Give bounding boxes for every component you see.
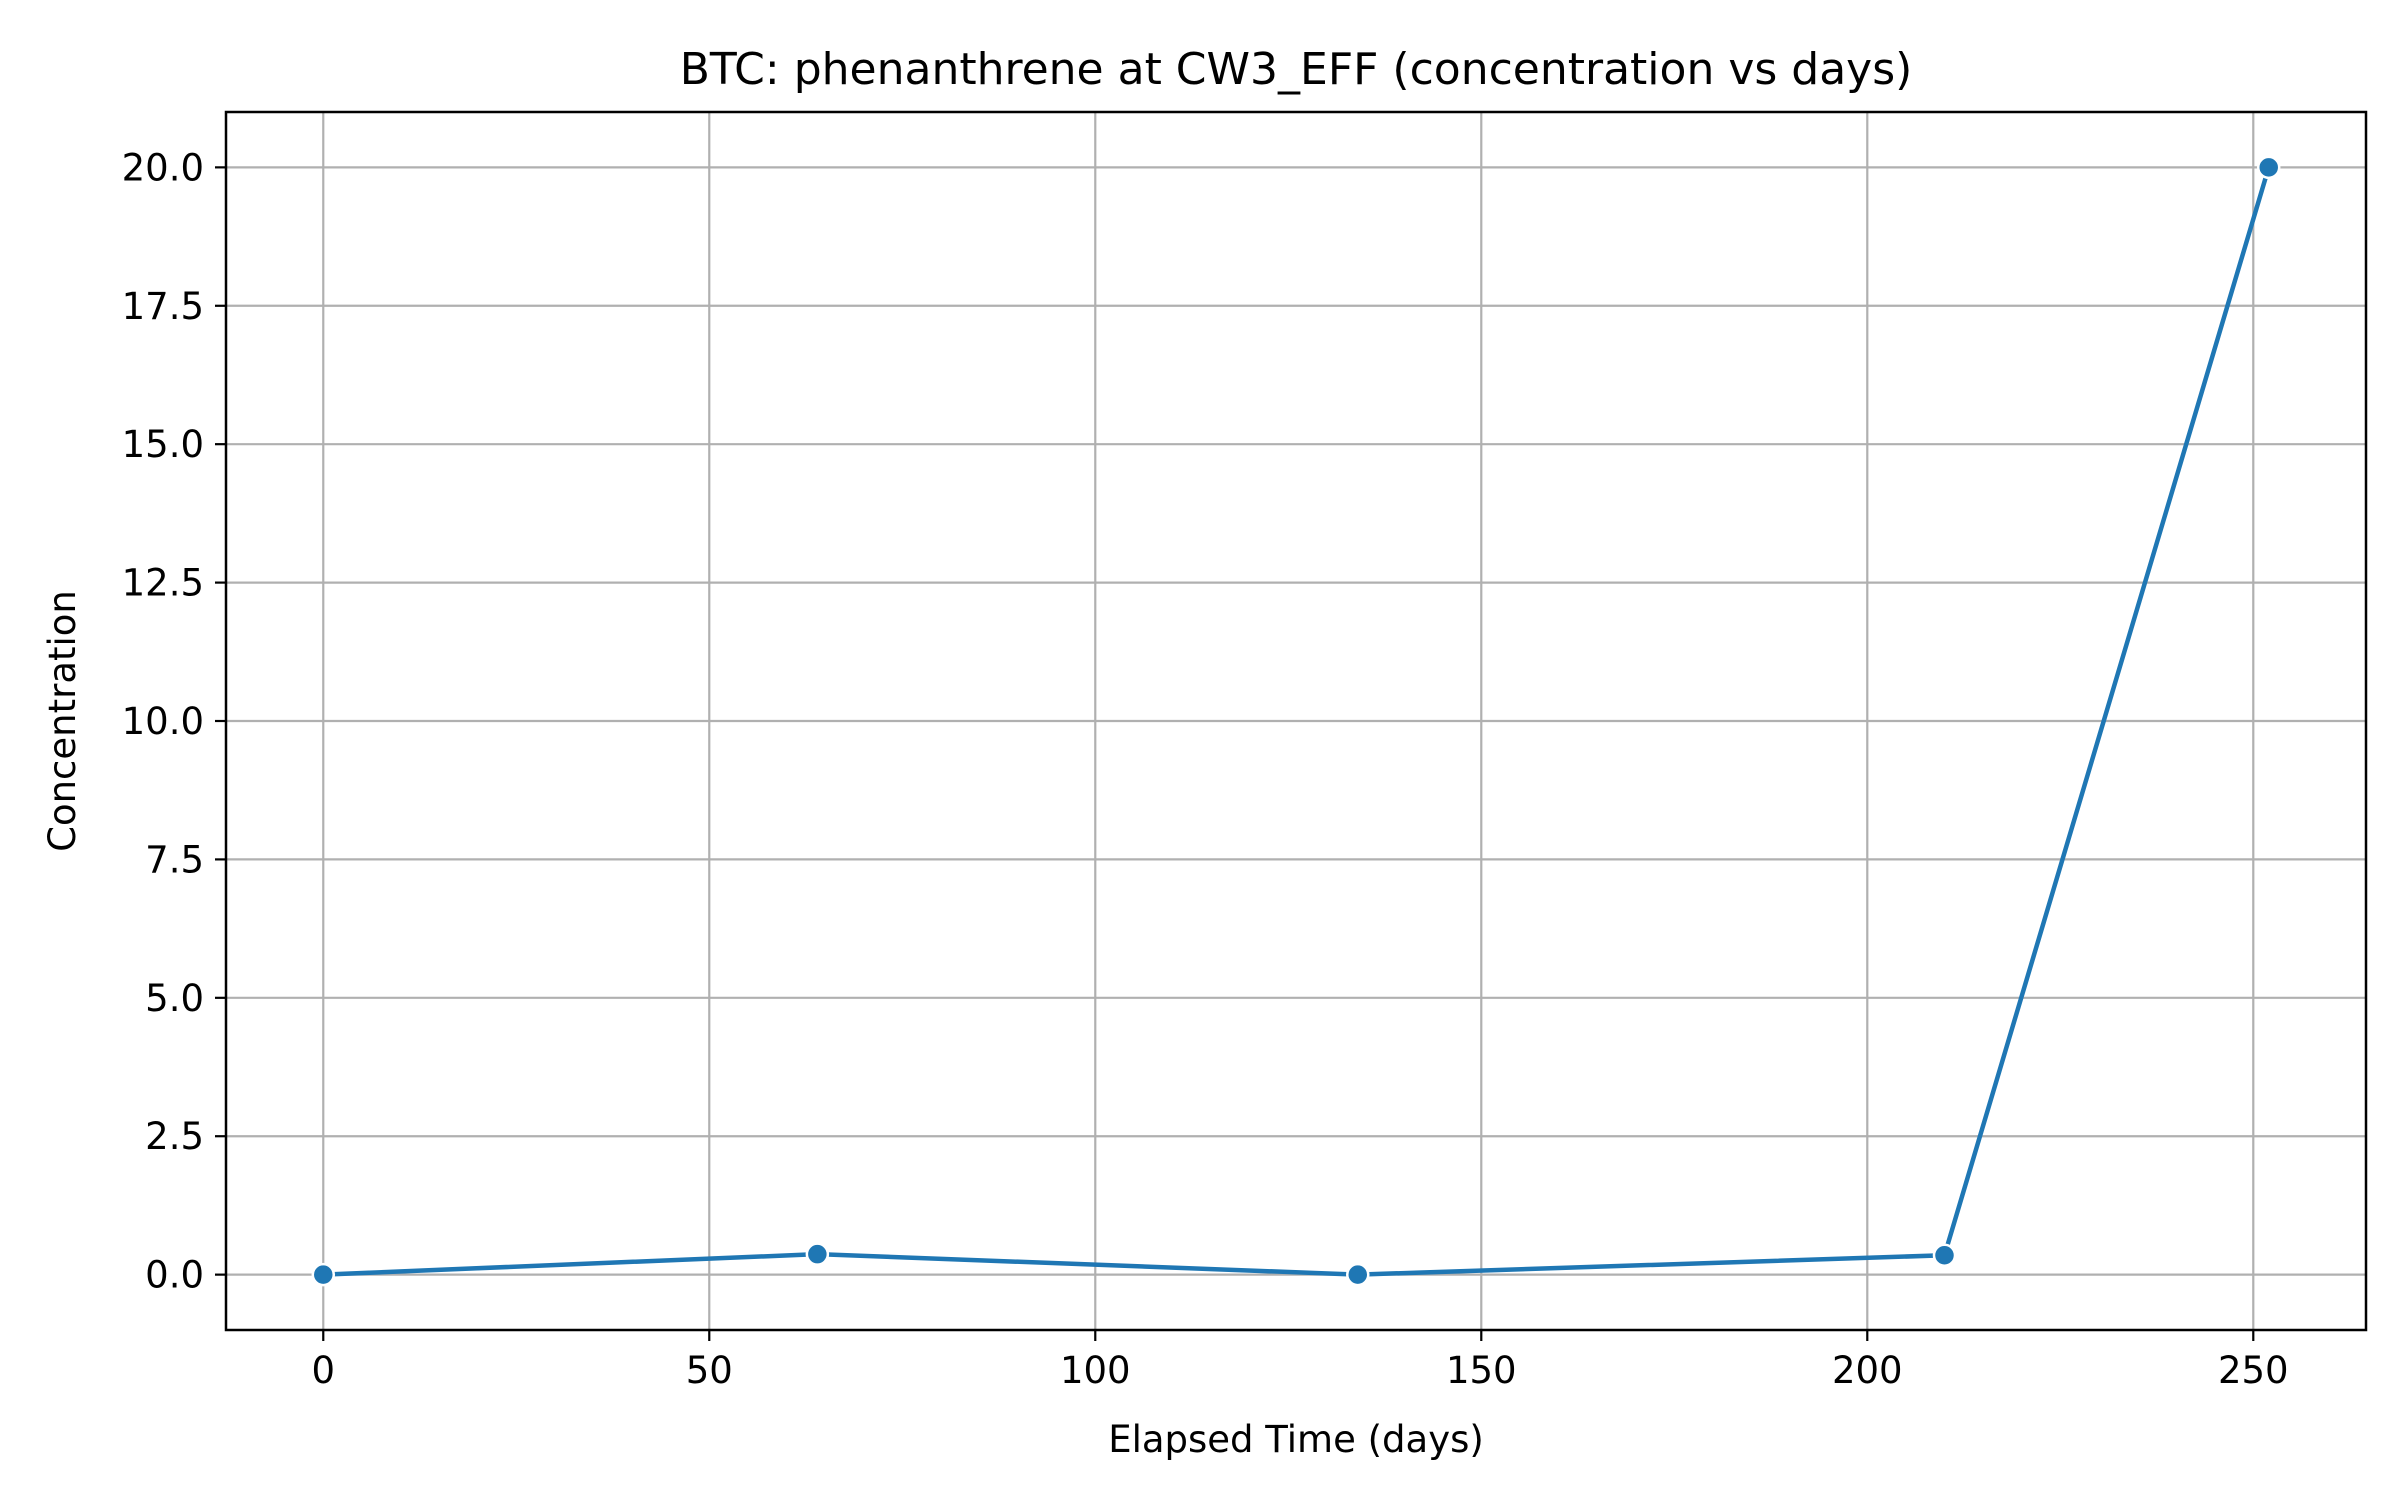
y-tick-label: 12.5 (122, 562, 204, 605)
series-layer (311, 155, 2281, 1287)
data-point (1932, 1243, 1957, 1268)
x-tick-label: 150 (1446, 1349, 1517, 1392)
x-tick-label: 0 (311, 1349, 335, 1392)
y-tick-label: 15.0 (122, 423, 204, 466)
data-point (2256, 155, 2281, 180)
y-tick-label: 5.0 (145, 977, 204, 1020)
y-tick-label: 7.5 (145, 838, 204, 881)
y-axis-label: Concentration (41, 590, 84, 852)
data-point (805, 1242, 830, 1266)
grid (226, 112, 2366, 1330)
y-tick-label: 2.5 (145, 1115, 204, 1158)
x-tick-label: 100 (1060, 1349, 1131, 1392)
data-point (311, 1262, 336, 1287)
data-point (1346, 1262, 1370, 1287)
x-tick-label: 50 (686, 1349, 733, 1392)
axis-ticks: 0 50 100 150 200 250 0.0 2.5 5.0 7.5 10.0 12.5 15.0 1… (122, 146, 2289, 1392)
y-tick-label: 0.0 (145, 1254, 204, 1297)
y-tick-label: 20.0 (122, 146, 204, 189)
chart-title: BTC: phenanthrene at CW3_EFF (concentrat… (680, 44, 1913, 95)
x-axis-label: Elapsed Time (days) (1108, 1418, 1484, 1461)
x-tick-label: 200 (1832, 1349, 1903, 1392)
y-tick-label: 10.0 (122, 700, 204, 743)
y-tick-label: 17.5 (122, 285, 204, 328)
x-tick-label: 250 (2218, 1349, 2289, 1392)
